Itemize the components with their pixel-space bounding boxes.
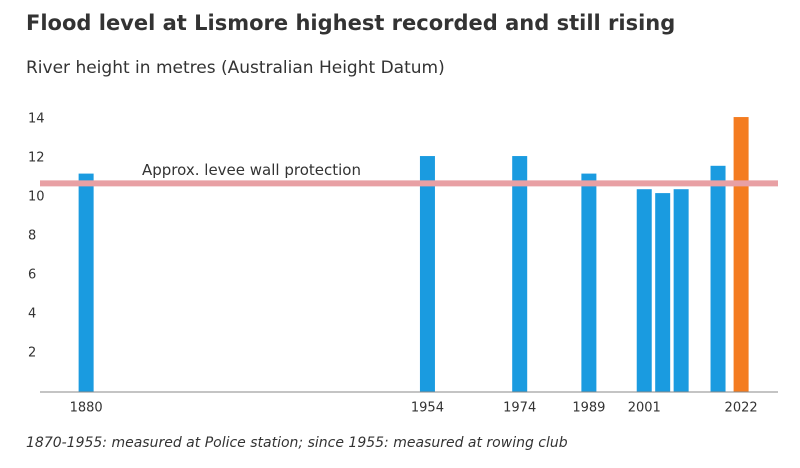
y-tick-label: 2 [28,346,36,361]
chart-subtitle: River height in metres (Australian Heigh… [26,58,445,78]
bar [673,189,689,392]
bar [636,189,652,392]
y-tick-label: 14 [28,112,45,127]
bar [733,117,749,393]
bar [655,193,671,392]
x-tick-label: 1974 [503,401,536,416]
reference-label: Approx. levee wall protection [142,161,361,179]
x-tick-label: 1954 [411,401,444,416]
y-tick-label: 6 [28,268,36,283]
y-tick-label: 8 [28,229,36,244]
x-tick-label: 1989 [572,401,605,416]
y-tick-label: 10 [28,190,45,205]
bar [419,156,435,392]
bar [710,165,726,392]
bar [581,173,597,392]
x-tick-label: 2001 [628,401,661,416]
y-tick-label: 4 [28,307,36,322]
bar [512,156,528,392]
chart-title: Flood level at Lismore highest recorded … [26,11,675,35]
x-tick-label: 2022 [725,401,758,416]
y-tick-label: 12 [28,151,45,166]
x-tick-label: 1880 [70,401,103,416]
bar [78,173,94,392]
footnote: 1870-1955: measured at Police station; s… [26,435,568,451]
